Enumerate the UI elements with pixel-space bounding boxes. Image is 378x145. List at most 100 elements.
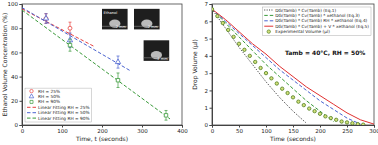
- y-tick-label: 0: [15, 122, 19, 128]
- legend-entry: Linear Fitting RH = 50%: [27, 110, 90, 115]
- inset-background: [134, 9, 160, 30]
- legend-label: Linear Fitting RH = 50%: [38, 110, 90, 115]
- inset-background: [102, 9, 128, 30]
- legend-line: [27, 107, 36, 108]
- y-tick: 0: [15, 122, 23, 128]
- x-tick-label: 0: [21, 128, 25, 134]
- series-point: [286, 91, 289, 94]
- marks: [22, 8, 170, 121]
- series-line: [212, 9, 374, 124]
- x-tick-label: 0: [211, 128, 215, 134]
- legend-marker: [29, 94, 34, 98]
- series-point: [362, 123, 365, 125]
- inset-photo: [134, 9, 160, 30]
- series-point: [318, 112, 321, 115]
- legend-label: DG(Tamb) * Cv(Tamb) + V * xethanol (Eq.5…: [275, 24, 369, 29]
- y-axis-title: Ethanol Volume Concentration (%): [1, 13, 8, 117]
- y-tick: 1: [205, 105, 213, 111]
- x-tick: 250: [342, 125, 353, 134]
- annotation: Tamb = 40°C, RH = 50%: [285, 49, 365, 56]
- error-bar-cap: [45, 23, 48, 24]
- x-axis-title: Time, t (seconds): [75, 135, 128, 142]
- y-tick: 5: [205, 36, 213, 42]
- x-tick-label: 100: [57, 128, 68, 134]
- series-point: [212, 7, 214, 10]
- y-tick: 7: [205, 1, 213, 7]
- y-tick-label: 40: [11, 74, 18, 80]
- legend: DG(Tamb) * Cv(Tamb) (Eq.1)DG(Tamb) * Cv(…: [262, 7, 371, 36]
- figure: 0100200300400020406080100Time, t (second…: [0, 0, 378, 145]
- error-bar: [69, 39, 72, 51]
- x-axis: 0100200300400: [21, 125, 188, 134]
- series-point: [351, 122, 354, 125]
- marks: [212, 7, 374, 125]
- legend-entry: Linear Fitting RH = 90%: [27, 116, 90, 121]
- x-tick-label: 100: [261, 128, 272, 134]
- error-bar-cap: [69, 51, 72, 52]
- y-tick: 100: [8, 1, 23, 7]
- y-tick: 20: [11, 98, 22, 104]
- legend-marker: [30, 89, 33, 92]
- x-tick: 200: [315, 125, 326, 134]
- x-tick: 0: [211, 125, 215, 134]
- series-point: [313, 109, 316, 112]
- series-point: [302, 103, 305, 106]
- error-bar: [69, 22, 72, 34]
- series-point: [324, 115, 327, 118]
- legend-entry: DG(Tamb) * Cv(Tamb) * xethanol (Eq.3): [264, 13, 360, 18]
- legend-label: Linear Fitting RH = 90%: [38, 116, 90, 121]
- legend-label: Linear Fitting RH = 25%: [38, 105, 90, 110]
- x-axis-title: Time (seconds): [269, 135, 316, 142]
- series-point: [308, 107, 311, 110]
- error-bar-cap: [117, 68, 120, 69]
- series-point: [329, 116, 332, 119]
- x-tick-label: 400: [177, 128, 188, 134]
- error-bar-cap: [45, 13, 48, 14]
- legend-entry: Linear Fitting RH = 25%: [27, 105, 90, 110]
- y-tick: 3: [205, 70, 213, 76]
- y-tick-label: 0: [205, 122, 209, 128]
- y-tick-label: 3: [205, 70, 209, 76]
- legend-marker: [267, 30, 270, 33]
- y-tick: 4: [205, 53, 213, 59]
- error-bar-cap: [117, 87, 120, 88]
- annotations: Tamb = 40°C, RH = 50%: [285, 49, 365, 56]
- x-tick: 300: [369, 125, 378, 134]
- plot-frame: [22, 4, 182, 125]
- panel: 05010015020025030001234567Time (seconds)…: [191, 1, 378, 142]
- series-point: [259, 66, 262, 69]
- x-tick: 100: [261, 125, 272, 134]
- x-tick-label: 200: [315, 128, 326, 134]
- series-point: [43, 15, 48, 20]
- legend-marker: [30, 100, 33, 103]
- legend-background: [262, 7, 371, 36]
- x-tick-label: 250: [342, 128, 353, 134]
- series-point: [232, 35, 235, 38]
- panel: 0100200300400020406080100Time, t (second…: [1, 1, 188, 142]
- series-point: [216, 14, 219, 17]
- x-tick: 50: [236, 125, 243, 134]
- series-point: [281, 87, 284, 90]
- y-tick-label: 5: [205, 36, 209, 42]
- plot-frame: [212, 4, 374, 125]
- series-line: [22, 10, 170, 119]
- legend-label: RH = 50%: [38, 94, 60, 99]
- annotation: Ethanol: [104, 11, 118, 15]
- annotation: 2 mm: [116, 25, 127, 29]
- series-point: [221, 21, 224, 24]
- inset-photo: [102, 9, 128, 30]
- x-tick-label: 300: [369, 128, 378, 134]
- x-tick: 400: [177, 125, 188, 134]
- y-tick: 6: [205, 19, 213, 25]
- legend-line: [27, 118, 36, 119]
- x-tick: 100: [57, 125, 68, 134]
- series-point: [116, 78, 119, 81]
- series-point: [340, 120, 343, 123]
- error-bar-cap: [69, 33, 72, 34]
- x-tick: 0: [21, 125, 25, 134]
- series-point: [254, 60, 257, 63]
- y-tick: 40: [11, 74, 22, 80]
- y-tick-label: 100: [8, 1, 19, 7]
- legend-entry: RH = 50%: [29, 94, 60, 99]
- series-point: [297, 100, 300, 103]
